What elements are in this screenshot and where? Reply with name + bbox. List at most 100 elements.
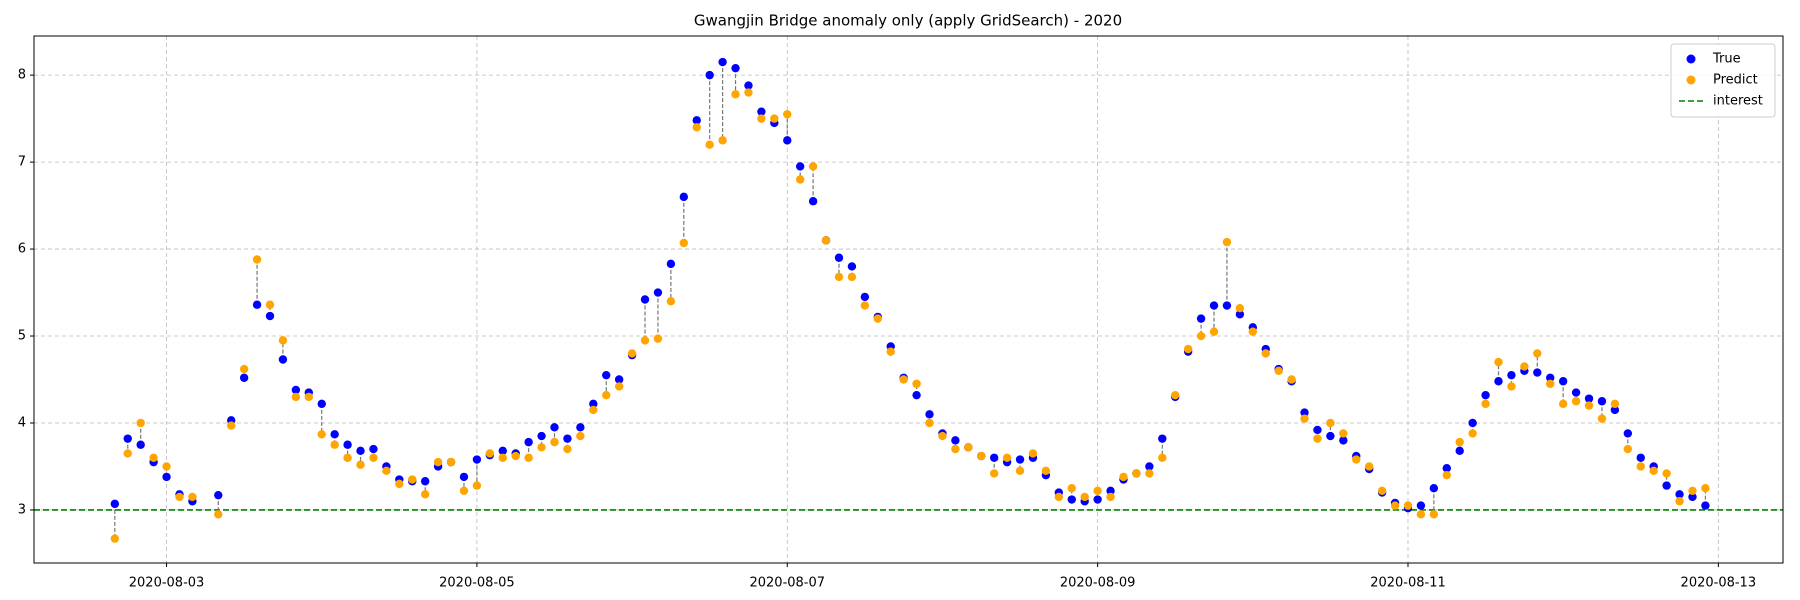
point	[757, 107, 766, 116]
point	[1455, 446, 1464, 456]
point	[291, 385, 301, 395]
point	[951, 444, 960, 454]
point	[265, 300, 275, 309]
point	[1533, 349, 1542, 358]
point	[731, 63, 740, 73]
point	[589, 399, 598, 409]
point	[1015, 466, 1025, 476]
point	[136, 440, 145, 449]
x-tick-label: 2020-08-11	[1370, 576, 1446, 591]
point	[1546, 379, 1555, 389]
point	[576, 431, 585, 441]
point	[149, 453, 158, 462]
point	[1326, 418, 1335, 428]
point	[1261, 349, 1270, 358]
point	[1106, 486, 1115, 496]
point	[925, 418, 934, 428]
point	[1597, 414, 1607, 423]
y-tick-label: 5	[18, 329, 26, 344]
point	[679, 192, 689, 202]
point	[1171, 390, 1180, 400]
point	[783, 136, 792, 145]
point	[1662, 469, 1671, 478]
point	[1520, 362, 1529, 371]
point	[1158, 453, 1167, 462]
point	[356, 460, 365, 469]
point	[485, 449, 495, 458]
point	[1067, 495, 1076, 504]
point	[239, 364, 249, 374]
point	[1507, 370, 1516, 380]
point	[1196, 314, 1206, 323]
point	[1533, 368, 1542, 377]
point	[1339, 436, 1348, 445]
point	[1158, 434, 1167, 443]
point	[498, 453, 507, 462]
y-tick-label: 7	[18, 155, 26, 170]
point	[938, 431, 947, 441]
point	[511, 451, 520, 461]
point	[1041, 466, 1051, 476]
point	[1558, 377, 1568, 386]
point	[1183, 344, 1193, 354]
point	[834, 253, 844, 262]
point	[1546, 373, 1555, 382]
x-tick-label: 2020-08-13	[1681, 576, 1757, 591]
point	[770, 114, 779, 123]
point	[1093, 486, 1102, 496]
point	[433, 457, 443, 467]
point	[589, 405, 598, 415]
point	[1468, 429, 1477, 438]
point	[899, 375, 908, 384]
point	[1196, 331, 1206, 341]
y-tick-label: 4	[18, 415, 26, 430]
point	[1028, 449, 1038, 458]
point	[834, 272, 844, 282]
plot-frame	[33, 35, 1784, 564]
point	[912, 390, 921, 400]
point	[369, 453, 378, 462]
point	[1494, 357, 1503, 367]
point	[162, 462, 171, 471]
point	[640, 295, 650, 304]
point	[783, 110, 792, 119]
point	[653, 288, 663, 297]
point	[1403, 501, 1413, 510]
y-tick-label: 6	[18, 242, 26, 257]
point	[1300, 408, 1309, 417]
point	[1287, 375, 1296, 384]
point	[1377, 486, 1387, 496]
x-tick-label: 2020-08-03	[129, 576, 205, 591]
point	[653, 334, 663, 343]
point	[524, 437, 533, 447]
point	[265, 311, 275, 321]
point	[369, 444, 378, 454]
point	[1584, 394, 1594, 403]
point	[1313, 425, 1322, 435]
point	[563, 444, 572, 454]
point	[123, 434, 132, 443]
point	[989, 453, 999, 462]
point	[1093, 495, 1102, 504]
point	[692, 123, 701, 132]
point	[731, 90, 740, 99]
point	[1235, 303, 1245, 313]
point	[951, 436, 960, 445]
point	[472, 481, 482, 490]
point	[1145, 469, 1154, 478]
point	[1429, 484, 1439, 493]
chart-title: Gwangjin Bridge anomaly only (apply Grid…	[694, 12, 1122, 30]
point	[1610, 399, 1620, 409]
legend-box	[1670, 43, 1776, 118]
point	[252, 255, 262, 264]
point	[821, 236, 831, 245]
point	[795, 162, 805, 171]
point	[278, 336, 288, 345]
point	[446, 457, 456, 467]
point	[1662, 481, 1671, 490]
point	[188, 492, 197, 502]
point	[1222, 237, 1232, 247]
point	[705, 140, 714, 149]
point	[576, 423, 585, 432]
point	[459, 486, 469, 496]
